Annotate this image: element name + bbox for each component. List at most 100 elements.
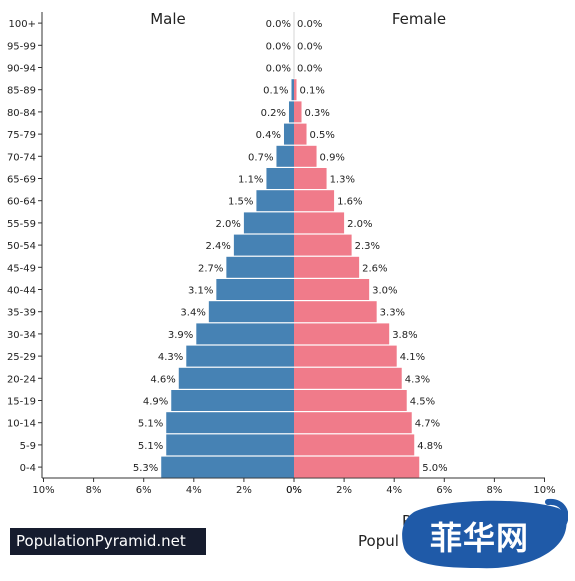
female-bar[interactable] — [294, 123, 307, 145]
watermark-badge — [402, 498, 568, 569]
age-group-label: 35-39 — [7, 308, 36, 319]
female-value-label: 1.6% — [337, 197, 362, 208]
female-bar[interactable] — [294, 367, 402, 389]
age-group-label: 80-84 — [7, 108, 36, 119]
female-value-label: 2.6% — [362, 263, 387, 274]
female-value-label: 4.5% — [410, 397, 435, 408]
male-bar[interactable] — [276, 145, 294, 167]
female-bar[interactable] — [294, 101, 302, 123]
female-bar[interactable] — [294, 190, 335, 212]
female-x-tick-label: 2% — [336, 485, 352, 496]
series-title-female: Female — [392, 10, 446, 28]
male-x-tick-label: 6% — [136, 485, 152, 496]
age-group-label: 95-99 — [7, 41, 36, 52]
male-bar[interactable] — [288, 101, 294, 123]
female-bar[interactable] — [294, 412, 412, 434]
footer-title: Popul — [358, 532, 399, 550]
male-value-label: 5.1% — [138, 419, 163, 430]
age-group-label: 40-44 — [7, 286, 36, 297]
male-bar[interactable] — [256, 190, 294, 212]
male-value-label: 3.9% — [168, 330, 193, 341]
male-bar[interactable] — [243, 212, 294, 234]
watermark-swoosh — [545, 498, 568, 529]
male-bar[interactable] — [171, 390, 294, 411]
age-group-label: 55-59 — [7, 219, 36, 230]
male-value-label: 2.7% — [198, 263, 223, 274]
female-value-label: 3.3% — [380, 308, 405, 319]
male-x-tick-label: 10% — [32, 485, 54, 496]
male-x-tick-label: 2% — [236, 485, 252, 496]
male-bar[interactable] — [233, 234, 294, 256]
brand-logo-text[interactable]: PopulationPyramid.net — [10, 528, 206, 555]
female-bar[interactable] — [294, 323, 390, 345]
watermark-shape — [402, 500, 567, 569]
male-value-label: 0.1% — [263, 86, 288, 97]
age-group-label: 100+ — [9, 19, 36, 30]
female-value-label: 4.3% — [405, 374, 430, 385]
female-bar[interactable] — [294, 145, 317, 167]
female-bar[interactable] — [294, 168, 327, 189]
female-bar[interactable] — [294, 212, 345, 234]
male-value-label: 1.1% — [238, 175, 263, 186]
female-value-label: 0.1% — [300, 86, 325, 97]
male-bar[interactable] — [266, 168, 294, 189]
series-title-male: Male — [150, 10, 186, 28]
female-value-label: 3.8% — [392, 330, 417, 341]
female-bar[interactable] — [294, 234, 352, 256]
male-bar[interactable] — [291, 79, 294, 101]
male-value-label: 0.7% — [248, 152, 273, 163]
female-bar[interactable] — [294, 456, 420, 478]
female-bar[interactable] — [294, 434, 415, 456]
male-bar[interactable] — [226, 256, 294, 278]
age-group-label: 10-14 — [7, 419, 36, 430]
male-x-tick-label: 0% — [286, 485, 302, 496]
female-x-tick-label: 0% — [286, 485, 302, 496]
bars — [161, 79, 420, 478]
male-value-label: 2.0% — [215, 219, 240, 230]
male-value-label: 0.0% — [266, 41, 291, 52]
male-bar[interactable] — [283, 123, 294, 145]
female-x-tick-label: 6% — [436, 485, 452, 496]
male-bar[interactable] — [208, 301, 294, 323]
male-value-label: 1.5% — [228, 197, 253, 208]
labels: Male Female 100+ 0.0% 0.0% 95-99 0.0% 0.0% 90-94… — [7, 10, 556, 496]
age-group-label: 45-49 — [7, 263, 36, 274]
female-bar[interactable] — [294, 256, 360, 278]
female-value-label: 0.5% — [310, 130, 335, 141]
age-group-label: 20-24 — [7, 374, 36, 385]
female-bar[interactable] — [294, 301, 377, 323]
female-value-label: 3.0% — [372, 286, 397, 297]
female-bar[interactable] — [294, 279, 370, 300]
male-value-label: 0.2% — [261, 108, 286, 119]
male-value-label: 5.3% — [133, 463, 158, 474]
age-group-label: 70-74 — [7, 152, 36, 163]
axes — [38, 12, 545, 482]
watermark-text: 菲华网 — [430, 519, 530, 557]
female-value-label: 0.0% — [297, 19, 322, 30]
male-value-label: 5.1% — [138, 441, 163, 452]
male-x-tick-label: 8% — [86, 485, 102, 496]
male-bar[interactable] — [178, 367, 294, 389]
age-group-label: 50-54 — [7, 241, 36, 252]
age-group-label: 15-19 — [7, 397, 36, 408]
age-group-label: 5-9 — [20, 441, 36, 452]
male-bar[interactable] — [196, 323, 294, 345]
age-group-label: 30-34 — [7, 330, 36, 341]
female-bar[interactable] — [294, 390, 407, 411]
female-value-label: 4.7% — [415, 419, 440, 430]
male-bar[interactable] — [166, 434, 294, 456]
male-bar[interactable] — [161, 456, 294, 478]
female-value-label: 1.3% — [330, 175, 355, 186]
male-bar[interactable] — [186, 345, 294, 367]
female-value-label: 0.9% — [320, 152, 345, 163]
female-x-tick-label: 4% — [386, 485, 402, 496]
age-group-label: 75-79 — [7, 130, 36, 141]
age-group-label: 0-4 — [20, 463, 36, 474]
male-bar[interactable] — [216, 279, 294, 300]
population-pyramid-chart: Male Female 100+ 0.0% 0.0% 95-99 0.0% 0.0% 90-94… — [7, 10, 556, 496]
female-value-label: 2.3% — [355, 241, 380, 252]
female-bar[interactable] — [294, 345, 397, 367]
male-bar[interactable] — [166, 412, 294, 434]
female-bar[interactable] — [294, 79, 297, 101]
age-group-label: 25-29 — [7, 352, 36, 363]
